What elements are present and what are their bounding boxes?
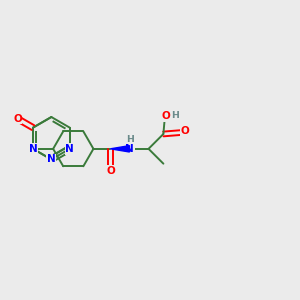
Text: N: N (65, 144, 74, 154)
Text: H: H (126, 136, 134, 145)
Text: O: O (181, 126, 189, 136)
Text: O: O (161, 111, 170, 122)
Polygon shape (110, 146, 130, 152)
Text: O: O (13, 114, 22, 124)
Text: N: N (47, 154, 56, 164)
Text: N: N (125, 144, 134, 154)
Text: O: O (106, 166, 115, 176)
Text: N: N (28, 144, 38, 154)
Text: H: H (171, 111, 179, 120)
